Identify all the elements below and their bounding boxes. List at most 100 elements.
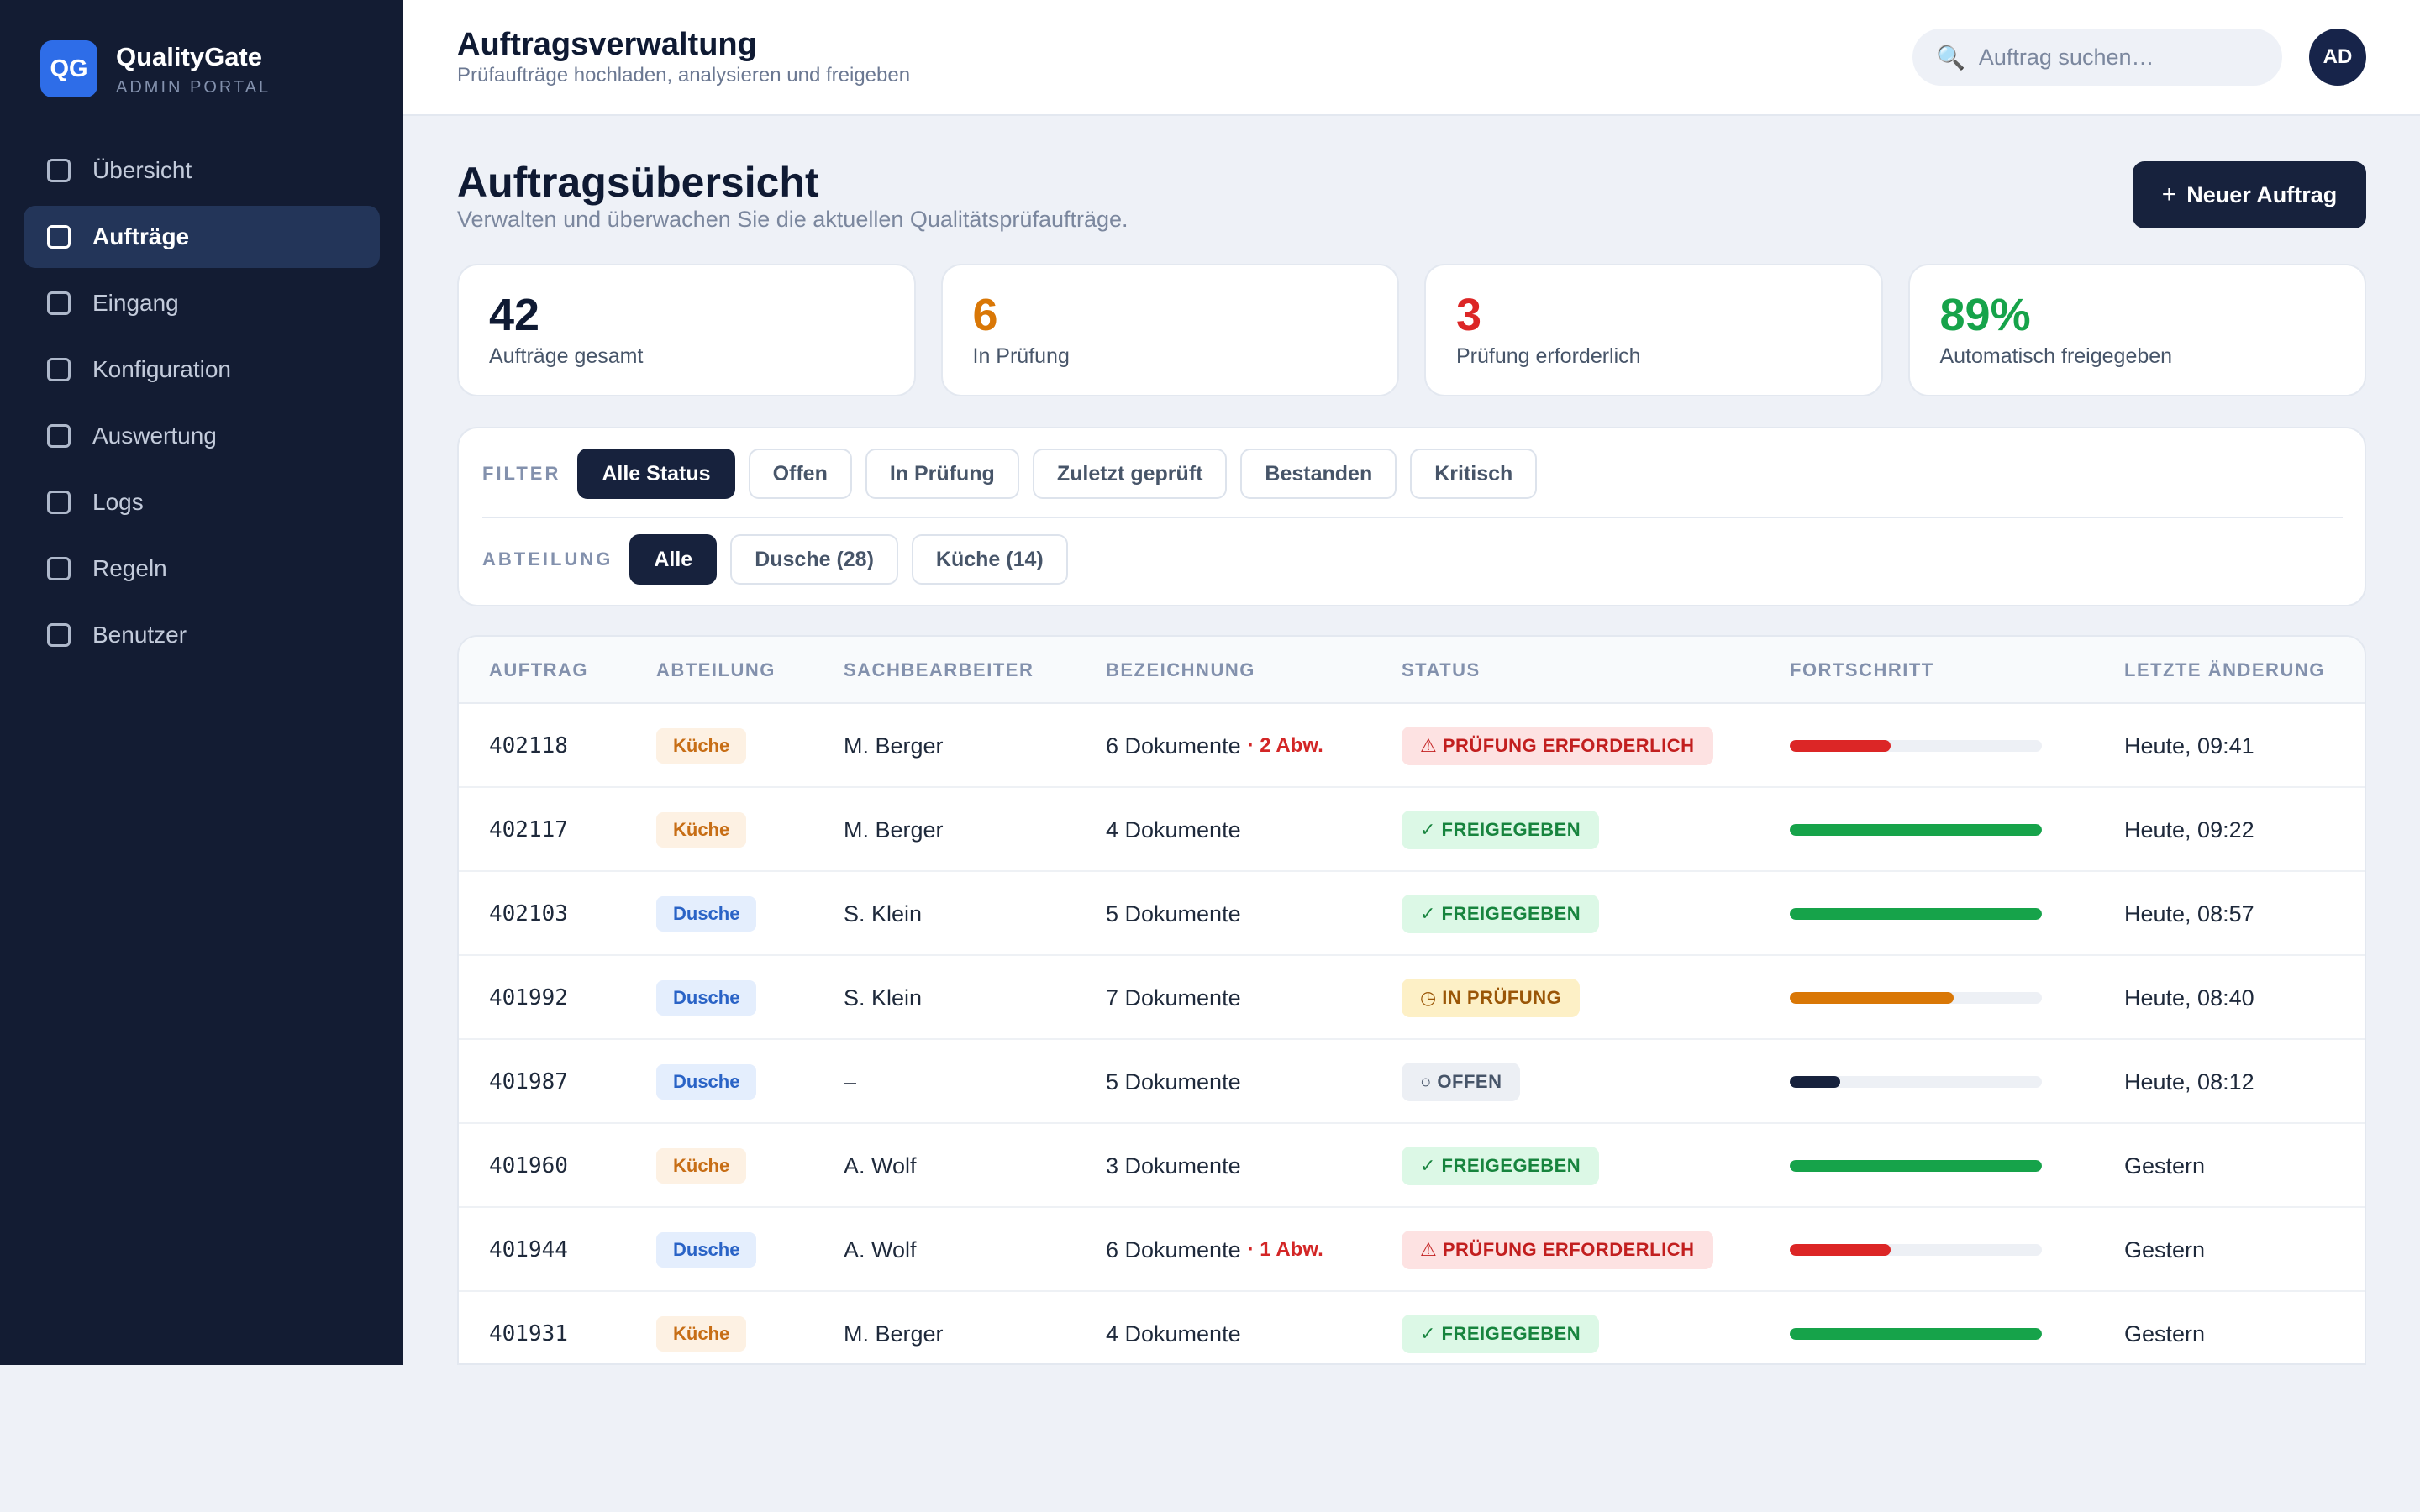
table-row[interactable]: 401931 Küche M. Berger 4 Dokumente ✓ FREIGEG… — [459, 1292, 2365, 1363]
department-badge: Küche — [656, 1316, 747, 1352]
order-id-cell: 402117 — [489, 788, 568, 872]
column-header[interactable]: ABTEILUNG — [656, 659, 776, 680]
stat-value: 3 — [1456, 290, 1482, 340]
table-row[interactable]: 401987 Dusche – 5 Dokumente ○ OFFEN Heute, 08… — [459, 1040, 2365, 1124]
last-modified-cell: Heute, 08:57 — [2124, 872, 2254, 956]
orders-table: AUFTRAG ABTEILUNG SACHBEARBEITER BEZEICHNUN… — [457, 635, 2366, 1365]
department-filter-chip[interactable]: Küche (14) — [911, 534, 1068, 585]
assignee-cell: S. Klein — [844, 872, 922, 956]
order-id-cell: 401960 — [489, 1124, 568, 1208]
assignee: – — [844, 1068, 857, 1095]
filter-divider — [482, 517, 2343, 518]
column-header[interactable]: LETZTE ÄNDERUNG — [2124, 659, 2325, 680]
progress-bar-fill — [1790, 740, 1891, 752]
assignee: M. Berger — [844, 732, 944, 759]
sidebar-item-label: Logs — [92, 489, 144, 515]
progress-bar-fill — [1790, 908, 2042, 920]
brand[interactable]: QG QualityGate ADMIN PORTAL — [40, 40, 271, 97]
status-filter-chip[interactable]: In Prüfung — [865, 449, 1019, 499]
progress-bar-fill — [1790, 1076, 1840, 1088]
status-filter-chip[interactable]: Offen — [748, 449, 852, 499]
order-id-cell: 401944 — [489, 1208, 568, 1292]
status-filter-chip[interactable]: Zuletzt geprüft — [1032, 449, 1228, 499]
search-box[interactable]: 🔍 — [1912, 29, 2282, 86]
page-title: Auftragsübersicht — [457, 159, 819, 206]
sidebar-item-label: Übersicht — [92, 157, 192, 183]
table-row[interactable]: 401944 Dusche A. Wolf 6 Dokumente · 1 Abw. ⚠ … — [459, 1208, 2365, 1292]
order-id: 401987 — [489, 1069, 568, 1095]
last-modified-cell: Gestern — [2124, 1208, 2205, 1292]
department-badge: Dusche — [656, 896, 757, 932]
last-modified: Heute, 09:41 — [2124, 732, 2254, 759]
status-filter-chip[interactable]: Kritisch — [1410, 449, 1538, 499]
table-header: AUFTRAG ABTEILUNG SACHBEARBEITER BEZEICHNUN… — [459, 637, 2365, 704]
status-badge: ✓ FREIGEGEBEN — [1402, 1315, 1600, 1353]
square-icon — [47, 225, 71, 249]
square-icon — [47, 291, 71, 315]
search-input[interactable] — [1978, 44, 2248, 71]
avatar[interactable]: AD — [2309, 29, 2366, 86]
column-header[interactable]: SACHBEARBEITER — [844, 659, 1034, 680]
sidebar-item-regeln[interactable]: Regeln — [24, 538, 380, 600]
sidebar-item-auftraege[interactable]: Aufträge — [24, 206, 380, 268]
order-id: 401931 — [489, 1321, 568, 1347]
sidebar-nav: Übersicht Aufträge Eingang Konfiguration Aus… — [24, 139, 380, 670]
sidebar-item-uebersicht[interactable]: Übersicht — [24, 139, 380, 202]
assignee: S. Klein — [844, 984, 923, 1011]
sidebar-item-benutzer[interactable]: Benutzer — [24, 604, 380, 666]
table-body: 402118 Küche M. Berger 6 Dokumente · 2 Abw. ⚠… — [459, 704, 2365, 1363]
order-id-cell: 401987 — [489, 1040, 568, 1124]
table-row[interactable]: 402118 Küche M. Berger 6 Dokumente · 2 Abw. ⚠… — [459, 704, 2365, 788]
table-row[interactable]: 402117 Küche M. Berger 4 Dokumente ✓ FREIGEG… — [459, 788, 2365, 872]
department-filter-chip[interactable]: Dusche (28) — [730, 534, 898, 585]
sidebar-item-konfiguration[interactable]: Konfiguration — [24, 339, 380, 401]
last-modified-cell: Heute, 09:22 — [2124, 788, 2254, 872]
status-filter-chip[interactable]: Bestanden — [1240, 449, 1397, 499]
page-subtitle: Verwalten und überwachen Sie die aktuell… — [457, 207, 1128, 232]
sidebar-item-auswertung[interactable]: Auswertung — [24, 405, 380, 467]
progress-cell — [1790, 956, 2042, 1040]
department-cell: Küche — [656, 704, 747, 788]
sidebar-item-eingang[interactable]: Eingang — [24, 272, 380, 334]
department-filter-chip[interactable]: Alle — [629, 534, 718, 585]
stat-label: In Prüfung — [972, 344, 1070, 368]
brand-subtitle: ADMIN PORTAL — [116, 77, 271, 97]
progress-bar — [1790, 1160, 2042, 1172]
sidebar-item-label: Benutzer — [92, 622, 187, 648]
progress-bar — [1790, 824, 2042, 836]
sidebar-item-logs[interactable]: Logs — [24, 471, 380, 533]
status-badge: ○ OFFEN — [1402, 1063, 1521, 1101]
column-header[interactable]: STATUS — [1402, 659, 1481, 680]
last-modified: Gestern — [2124, 1320, 2206, 1347]
order-id: 401944 — [489, 1237, 568, 1263]
document-count: 5 Dokumente — [1106, 1068, 1241, 1095]
last-modified-cell: Heute, 08:12 — [2124, 1040, 2254, 1124]
progress-cell — [1790, 1124, 2042, 1208]
header-title: Auftragsverwaltung — [457, 27, 757, 62]
sidebar-item-label: Aufträge — [92, 223, 190, 249]
department-badge: Dusche — [656, 1064, 757, 1100]
progress-cell — [1790, 1040, 2042, 1124]
column-header[interactable]: FORTSCHRITT — [1790, 659, 1934, 680]
table-row[interactable]: 401960 Küche A. Wolf 3 Dokumente ✓ FREIGEGEB… — [459, 1124, 2365, 1208]
table-row[interactable]: 401992 Dusche S. Klein 7 Dokumente ◷ IN PRÜF… — [459, 956, 2365, 1040]
deviation-count: · 2 Abw. — [1247, 734, 1323, 757]
status-cell: ○ OFFEN — [1402, 1040, 1521, 1124]
table-row[interactable]: 402103 Dusche S. Klein 5 Dokumente ✓ FREIGEG… — [459, 872, 2365, 956]
column-header[interactable]: BEZEICHNUNG — [1106, 659, 1255, 680]
square-icon — [47, 491, 71, 514]
status-filter-chip[interactable]: Alle Status — [577, 449, 735, 499]
deviation-count: · 1 Abw. — [1247, 1238, 1323, 1261]
progress-bar — [1790, 740, 2042, 752]
progress-bar-fill — [1790, 1328, 2042, 1340]
description-cell: 4 Dokumente — [1106, 788, 1241, 872]
square-icon — [47, 358, 71, 381]
department-cell: Dusche — [656, 956, 757, 1040]
assignee-cell: M. Berger — [844, 704, 944, 788]
new-order-button[interactable]: + Neuer Auftrag — [2133, 161, 2366, 228]
column-header[interactable]: AUFTRAG — [489, 659, 589, 680]
assignee-cell: A. Wolf — [844, 1124, 917, 1208]
square-icon — [47, 623, 71, 647]
assignee-cell: A. Wolf — [844, 1208, 917, 1292]
department-badge: Dusche — [656, 980, 757, 1016]
